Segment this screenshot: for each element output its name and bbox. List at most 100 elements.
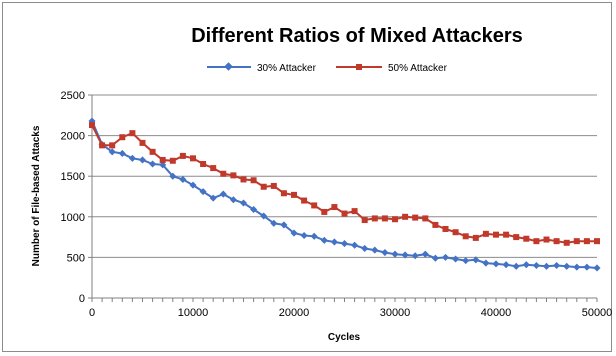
legend-label-30: 30% Attacker <box>257 63 317 74</box>
y-tick-label: 0 <box>79 293 85 305</box>
data-point <box>109 142 116 149</box>
data-point <box>149 148 156 155</box>
data-point <box>563 239 570 246</box>
data-point <box>381 215 388 222</box>
data-point <box>472 234 479 241</box>
data-point <box>583 263 591 271</box>
data-point <box>503 231 510 238</box>
data-point <box>220 170 227 177</box>
data-point <box>472 256 480 264</box>
data-point <box>563 262 571 270</box>
data-point <box>230 172 237 179</box>
data-point <box>431 254 439 262</box>
data-point <box>189 181 197 189</box>
data-point <box>250 177 257 184</box>
y-tick-label: 500 <box>67 252 85 264</box>
data-point <box>240 176 247 183</box>
data-point <box>402 213 409 220</box>
chart-title: Different Ratios of Mixed Attackers <box>191 25 523 47</box>
data-point <box>169 172 177 180</box>
x-tick-label: 30000 <box>380 307 411 319</box>
legend-label-50: 50% Attacker <box>388 63 448 74</box>
data-point <box>371 246 379 254</box>
data-point <box>190 155 196 162</box>
x-tick-label: 20000 <box>279 307 310 319</box>
data-point <box>553 238 560 245</box>
data-point <box>492 260 500 268</box>
data-point <box>411 252 419 260</box>
data-point <box>321 208 328 215</box>
data-point <box>452 229 459 236</box>
data-point <box>542 262 551 270</box>
data-point <box>351 208 358 215</box>
data-point <box>210 165 217 172</box>
data-point <box>260 212 268 220</box>
data-point <box>219 190 227 198</box>
y-tick-label: 1000 <box>61 212 85 224</box>
data-point <box>331 204 338 211</box>
data-point <box>129 130 136 137</box>
data-point <box>553 261 561 270</box>
y-tick-label: 2000 <box>61 131 85 143</box>
data-point <box>330 238 338 246</box>
data-point <box>119 134 126 141</box>
data-point <box>149 160 157 168</box>
data-point <box>229 196 237 204</box>
data-point <box>532 261 540 270</box>
series-30 <box>88 117 601 272</box>
data-point <box>493 231 499 238</box>
x-tick-label: 0 <box>89 307 95 319</box>
data-point <box>391 250 399 258</box>
data-point <box>441 253 450 261</box>
series-line <box>91 124 597 244</box>
data-point <box>401 251 409 259</box>
x-tick-label: 40000 <box>481 307 512 319</box>
data-point <box>594 238 600 245</box>
data-point <box>392 216 398 223</box>
data-point <box>442 225 449 232</box>
data-point <box>200 161 207 168</box>
data-point <box>513 234 520 241</box>
data-point <box>462 257 470 265</box>
data-point <box>270 182 277 189</box>
data-point <box>583 238 590 245</box>
data-point <box>139 139 146 146</box>
data-point <box>502 261 510 269</box>
data-point <box>209 194 217 202</box>
data-point <box>159 156 166 163</box>
data-point <box>361 244 369 253</box>
data-point <box>320 236 328 244</box>
data-point <box>371 215 378 222</box>
data-point <box>533 238 540 245</box>
data-point <box>482 230 489 237</box>
data-point <box>179 175 187 183</box>
data-point <box>179 152 186 159</box>
x-tick-label: 10000 <box>178 307 209 319</box>
data-point <box>522 261 530 269</box>
gridlines <box>92 94 597 258</box>
data-point <box>290 229 298 237</box>
data-point <box>593 264 601 272</box>
data-point <box>482 259 490 267</box>
data-point <box>341 210 348 217</box>
y-tick-label: 1500 <box>61 171 85 183</box>
chart-area <box>2 2 612 352</box>
data-point <box>280 190 287 197</box>
data-point <box>512 262 520 270</box>
data-point <box>270 219 278 227</box>
axes <box>91 95 597 299</box>
data-point <box>543 236 550 243</box>
data-point <box>310 232 318 240</box>
data-point <box>99 142 106 149</box>
y-tick-label: 2500 <box>61 90 85 102</box>
x-tick-labels: 0 10000 20000 30000 40000 50000 <box>89 298 612 319</box>
data-point <box>260 183 267 190</box>
data-point <box>523 235 530 242</box>
data-point <box>169 157 176 164</box>
data-point <box>381 248 389 257</box>
data-point <box>280 221 288 229</box>
data-point <box>340 240 349 248</box>
y-axis-title: Number of File-based Attacks <box>31 125 42 266</box>
data-point <box>361 217 368 224</box>
